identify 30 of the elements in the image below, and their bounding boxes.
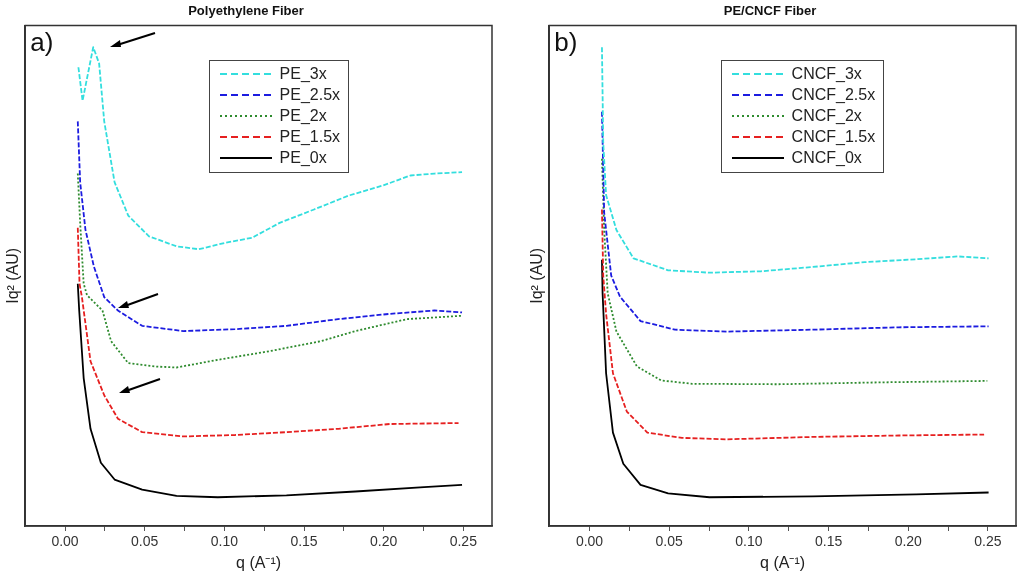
annotation: b) bbox=[554, 26, 578, 57]
legend-label: PE_2.5x bbox=[279, 86, 341, 105]
legend-label: CNCF_1.5x bbox=[791, 128, 876, 147]
legend-label: CNCF_3x bbox=[791, 65, 862, 84]
legend-label: PE_3x bbox=[279, 65, 327, 84]
x-tick-label: 0.25 bbox=[974, 533, 1002, 550]
x-tick-label: 0.05 bbox=[655, 533, 684, 550]
x-tick-label: 0.10 bbox=[210, 533, 239, 550]
x-tick-label: 0.15 bbox=[290, 533, 318, 550]
x-tick-label: 0.20 bbox=[894, 533, 923, 550]
y-axis-title: Iq² (AU) bbox=[4, 247, 22, 304]
x-tick-label: 0.05 bbox=[131, 533, 159, 550]
x-tick-label: 0.15 bbox=[814, 533, 843, 550]
x-tick-label: 0.20 bbox=[370, 533, 398, 550]
x-tick-label: 0.10 bbox=[735, 533, 763, 550]
legend-label: CNCF_2.5x bbox=[791, 86, 876, 105]
legend-label: PE_2x bbox=[279, 107, 327, 126]
legend-label: CNCF_2x bbox=[791, 107, 862, 126]
y-axis-title: Iq² (AU) bbox=[528, 247, 546, 304]
x-tick-label: 0.25 bbox=[449, 533, 478, 550]
x-tick-label: 0.00 bbox=[51, 533, 79, 550]
chart-title: Polyethylene Fiber bbox=[188, 3, 304, 19]
x-tick-label: 0.00 bbox=[575, 533, 604, 550]
legend-label: PE_0x bbox=[279, 149, 327, 168]
x-axis-title: q (A⁻¹) bbox=[760, 553, 806, 571]
annotation: a) bbox=[30, 26, 54, 57]
chart-title: PE/CNCF Fiber bbox=[723, 3, 817, 19]
legend-label: CNCF_0x bbox=[791, 149, 862, 168]
legend-label: PE_1.5x bbox=[279, 128, 341, 147]
x-axis-title: q (A⁻¹) bbox=[236, 553, 282, 571]
